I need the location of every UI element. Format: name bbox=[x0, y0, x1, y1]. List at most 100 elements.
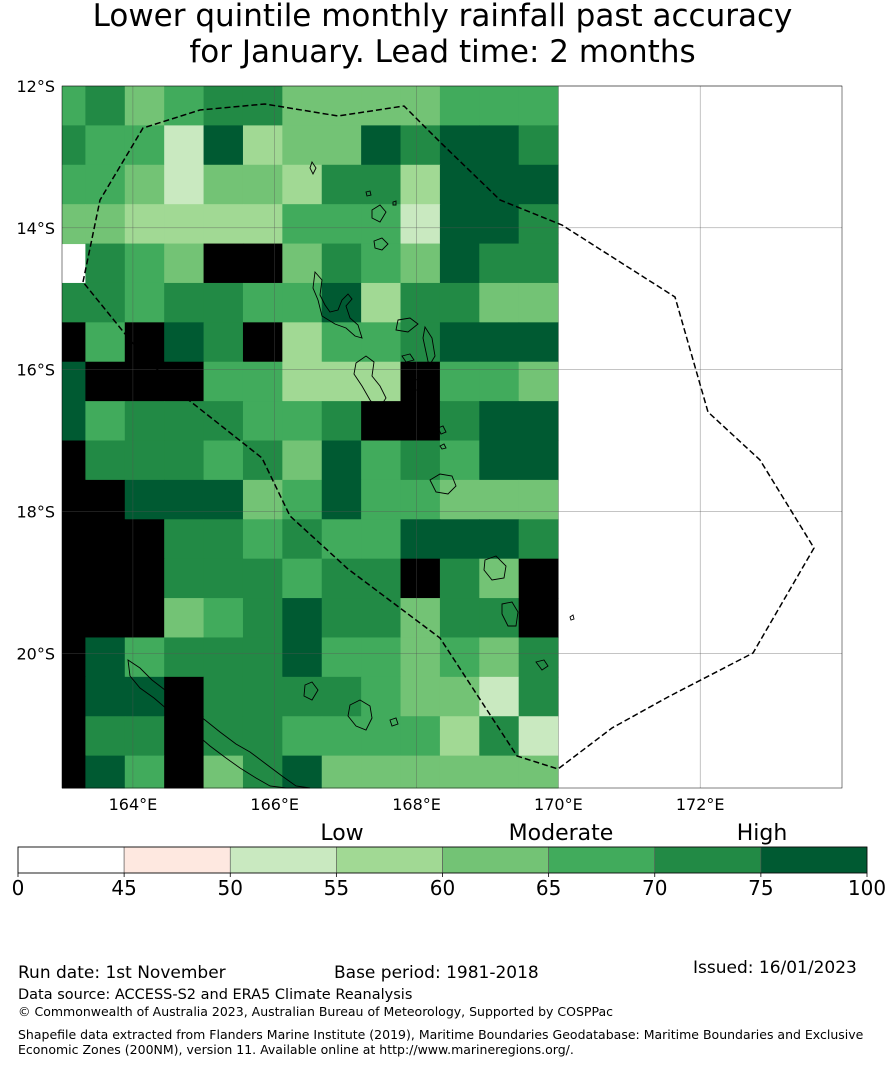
grid-cell bbox=[439, 86, 480, 126]
grid-cell bbox=[203, 361, 244, 402]
grid-cell bbox=[62, 86, 86, 126]
island-vanua-lava bbox=[371, 204, 387, 223]
island-aoba bbox=[401, 353, 415, 363]
grid-cell bbox=[85, 361, 126, 402]
grid-cell bbox=[203, 755, 244, 789]
colorbar-tick-label: 75 bbox=[748, 876, 773, 900]
grid-cell bbox=[518, 243, 559, 284]
grid-cell bbox=[439, 598, 480, 638]
grid-cell bbox=[518, 558, 559, 599]
grid-cell bbox=[203, 282, 244, 323]
grid-cell bbox=[439, 558, 480, 599]
latitude-label: 14°S bbox=[16, 219, 55, 238]
grid-cell bbox=[124, 676, 165, 717]
grid-cell bbox=[282, 755, 323, 789]
grid-cell bbox=[282, 204, 323, 245]
grid-cell bbox=[124, 125, 165, 166]
map-frame bbox=[61, 85, 843, 789]
island-maewo bbox=[422, 325, 436, 368]
grid-cell bbox=[439, 440, 480, 481]
grid-cell bbox=[242, 86, 283, 126]
longitude-labels: 164°E 166°E 168°E 170°E 172°E bbox=[109, 795, 725, 814]
grid-cell bbox=[282, 637, 323, 678]
grid-cell bbox=[282, 125, 323, 166]
grid-cell bbox=[164, 125, 205, 166]
grid-cell bbox=[242, 598, 283, 638]
grid-cell bbox=[62, 204, 86, 245]
grid-cell bbox=[62, 755, 86, 789]
grid-cell bbox=[361, 598, 402, 638]
grid-cell bbox=[203, 676, 244, 717]
grid-cell bbox=[164, 479, 205, 520]
grid-cell bbox=[361, 204, 402, 245]
colorbar-bin bbox=[17, 846, 125, 874]
grid-cell bbox=[164, 637, 205, 678]
grid-cell bbox=[361, 125, 402, 166]
grid-cell bbox=[321, 401, 362, 442]
grid-cell bbox=[124, 401, 165, 442]
grid-cell bbox=[479, 479, 520, 520]
grid-cell bbox=[164, 204, 205, 245]
grid-cell bbox=[439, 361, 480, 402]
grid-cell bbox=[242, 361, 283, 402]
island-ureparapara bbox=[392, 200, 397, 206]
grid-cell bbox=[124, 440, 165, 481]
grid-cell bbox=[400, 598, 441, 638]
grid-cell bbox=[518, 401, 559, 442]
colorbar-tick-label: 100 bbox=[848, 876, 885, 900]
grid-cell bbox=[203, 243, 244, 284]
island-epi bbox=[437, 425, 447, 435]
grid-cell bbox=[321, 716, 362, 757]
grid-cell bbox=[62, 519, 86, 560]
eez-boundary bbox=[82, 103, 815, 770]
grid-cell bbox=[203, 440, 244, 481]
grid-cell bbox=[242, 401, 283, 442]
grid-cell bbox=[518, 598, 559, 638]
grid-cell bbox=[164, 558, 205, 599]
grid-cell bbox=[479, 519, 520, 560]
grid-cell bbox=[164, 755, 205, 789]
grid-cell bbox=[164, 282, 205, 323]
grid-cell bbox=[361, 676, 402, 717]
colorbar-bin bbox=[442, 846, 549, 874]
grid-cell bbox=[321, 676, 362, 717]
colorbar-tick-label: 50 bbox=[218, 876, 243, 900]
grid-cell bbox=[439, 716, 480, 757]
map-title-line-2: for January. Lead time: 2 months bbox=[189, 34, 696, 70]
grid-cell bbox=[518, 440, 559, 481]
grid-cell bbox=[203, 558, 244, 599]
run-date: Run date: 1st November bbox=[18, 963, 226, 983]
grid-cell bbox=[479, 676, 520, 717]
grid-cell bbox=[62, 637, 86, 678]
latitude-label: 12°S bbox=[16, 77, 55, 96]
grid-cell bbox=[203, 637, 244, 678]
grid-cell bbox=[400, 440, 441, 481]
grid-cell bbox=[164, 86, 205, 126]
grid-cell bbox=[361, 282, 402, 323]
grid-cell bbox=[124, 716, 165, 757]
colorbar-group-label: High bbox=[737, 821, 788, 846]
base-period: Base period: 1981-2018 bbox=[334, 963, 539, 983]
grid-cell bbox=[85, 86, 126, 126]
grid-cell bbox=[518, 519, 559, 560]
island-efate bbox=[429, 473, 457, 495]
grid-cell bbox=[361, 86, 402, 126]
grid-cell bbox=[518, 322, 559, 363]
grid-cell bbox=[203, 125, 244, 166]
grid-cell bbox=[62, 361, 86, 402]
grid-cell bbox=[439, 479, 480, 520]
grid-cell bbox=[203, 716, 244, 757]
grid-cell bbox=[400, 243, 441, 284]
grid-cell bbox=[479, 125, 520, 166]
grid-cell bbox=[62, 401, 86, 442]
island-isles-huon bbox=[389, 717, 399, 727]
grid-cell bbox=[321, 282, 362, 323]
grid-cell bbox=[400, 637, 441, 678]
grid-cell bbox=[62, 125, 86, 166]
latitude-label: 18°S bbox=[16, 502, 55, 521]
grid-cell bbox=[479, 637, 520, 678]
island-belep bbox=[99, 621, 109, 637]
colorbar-tick-label: 55 bbox=[324, 876, 349, 900]
grid-cell bbox=[479, 243, 520, 284]
grid-cell bbox=[282, 519, 323, 560]
